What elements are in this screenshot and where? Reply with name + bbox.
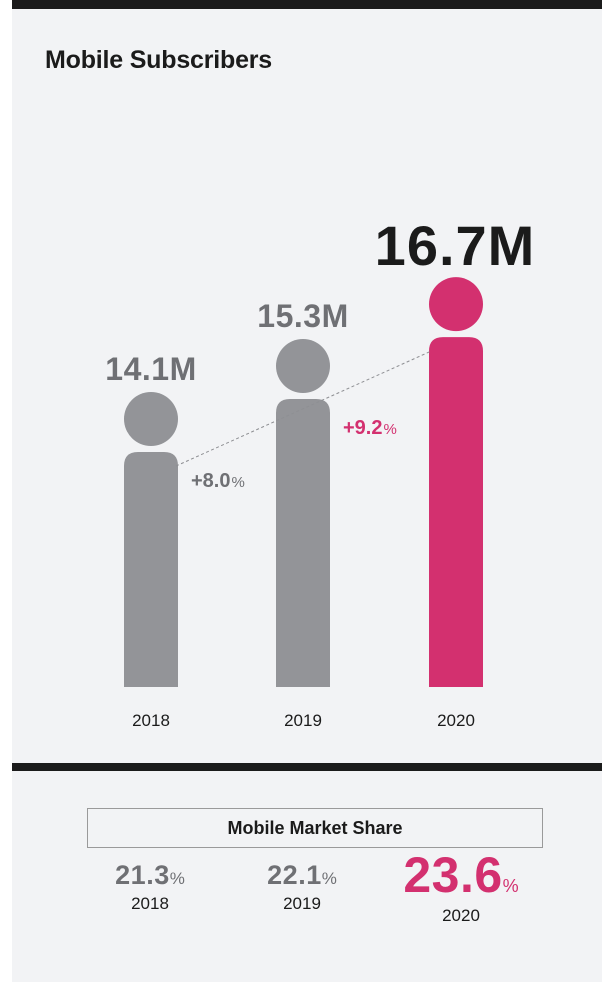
share-unit: % bbox=[321, 869, 337, 888]
share-value: 21.3 bbox=[115, 860, 170, 890]
share-value: 22.1 bbox=[267, 860, 322, 890]
category-label-2019: 2019 bbox=[284, 711, 322, 730]
bar-2019 bbox=[276, 399, 330, 687]
share-year: 2019 bbox=[283, 894, 321, 913]
section-divider bbox=[12, 763, 602, 771]
growth-label-1: +8.0% bbox=[191, 470, 245, 492]
bar-2018 bbox=[124, 452, 178, 687]
growth-value: +9.2 bbox=[343, 417, 382, 439]
growth-value: +8.0 bbox=[191, 470, 230, 492]
market-share-2018: 21.3% 2018 bbox=[75, 862, 225, 914]
market-share-2020: 23.6% 2020 bbox=[386, 850, 536, 926]
bar-2020 bbox=[429, 337, 483, 687]
share-value: 23.6 bbox=[403, 847, 503, 903]
trend-line bbox=[175, 350, 432, 467]
share-year: 2020 bbox=[442, 906, 480, 925]
share-unit: % bbox=[169, 869, 185, 888]
bar-head-2020 bbox=[429, 277, 483, 332]
value-label-2019: 15.3M bbox=[257, 298, 348, 334]
market-share-2019: 22.1% 2019 bbox=[227, 862, 377, 914]
value-label-2020: 16.7M bbox=[375, 214, 536, 277]
bar-head-2019 bbox=[276, 339, 330, 393]
bar-head-2018 bbox=[124, 392, 178, 446]
market-share-title: Mobile Market Share bbox=[87, 808, 543, 848]
chart-title: Mobile Subscribers bbox=[45, 46, 273, 74]
share-year: 2018 bbox=[131, 894, 169, 913]
category-label-2018: 2018 bbox=[132, 711, 170, 730]
value-label-2018: 14.1M bbox=[105, 351, 196, 387]
growth-unit: % bbox=[231, 474, 244, 491]
category-label-2020: 2020 bbox=[437, 711, 475, 730]
share-unit: % bbox=[502, 876, 519, 896]
top-rule bbox=[12, 0, 602, 9]
growth-unit: % bbox=[383, 421, 396, 438]
growth-label-2: +9.2% bbox=[343, 417, 397, 439]
